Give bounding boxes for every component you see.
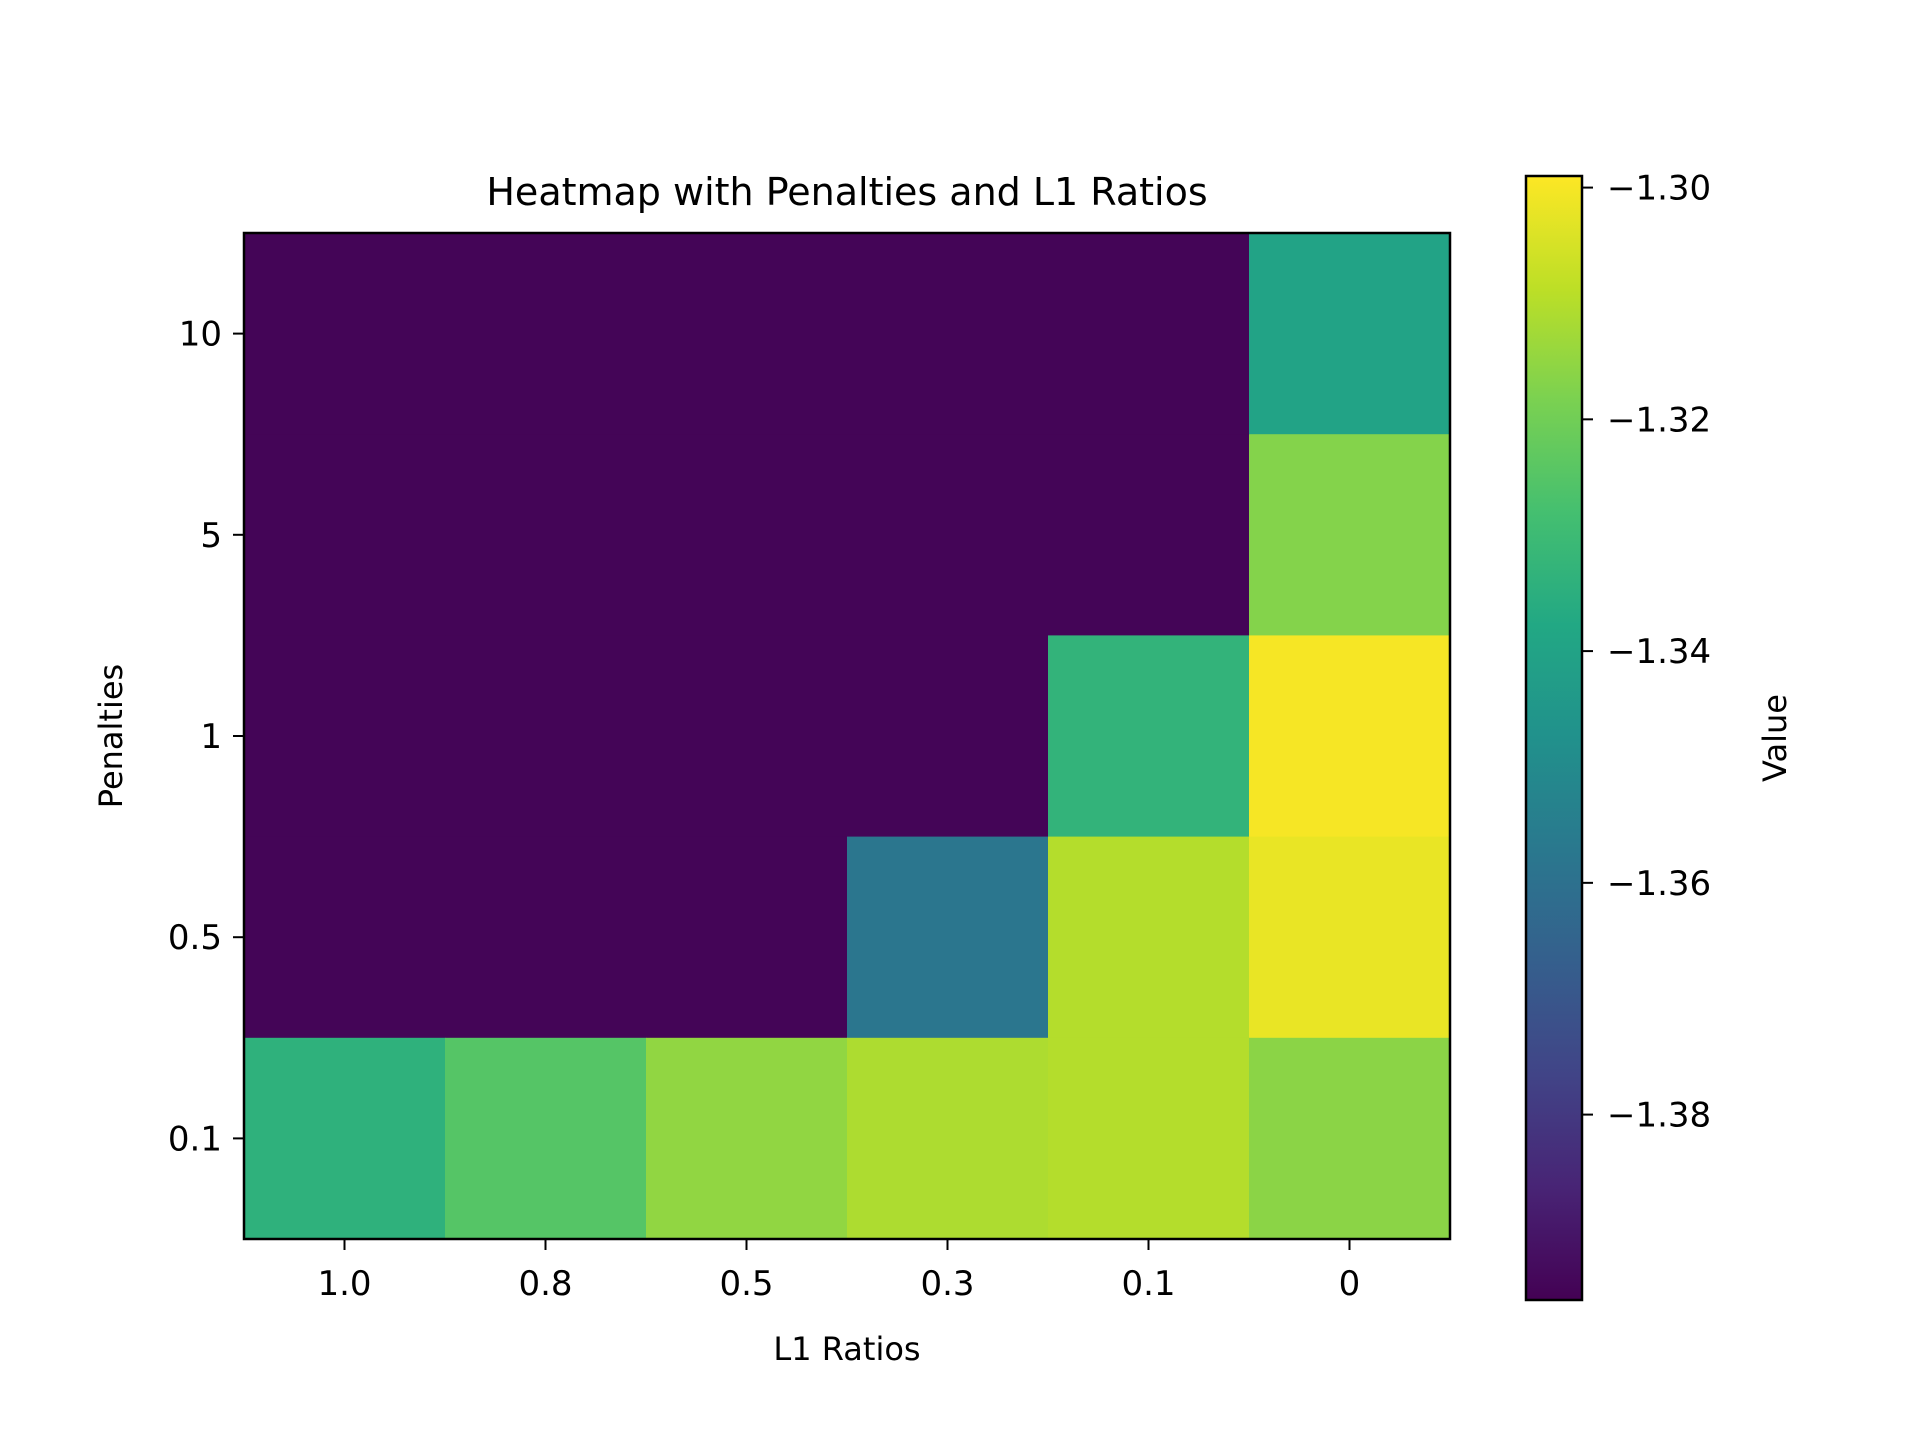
heatmap-cell <box>847 836 1049 1039</box>
heatmap-cell <box>244 1037 446 1240</box>
y-axis: 10 5 1 0.5 0.1 <box>168 315 244 1159</box>
x-axis: 1.0 0.8 0.5 0.3 0.1 0 <box>317 1239 1360 1304</box>
heatmap-cell <box>847 635 1049 838</box>
y-tick-label: 1 <box>200 717 222 757</box>
y-tick-label: 0.1 <box>168 1119 222 1159</box>
heatmap-cell <box>1249 233 1451 435</box>
heatmap-cell <box>646 233 848 435</box>
chart-title: Heatmap with Penalties and L1 Ratios <box>486 170 1207 214</box>
heatmap-cell <box>646 635 848 838</box>
heatmap-cell <box>1048 836 1250 1039</box>
heatmap-cell <box>646 1037 848 1240</box>
heatmap-cell <box>847 434 1049 636</box>
heatmap-cell <box>445 1037 647 1240</box>
heatmap-cell <box>445 836 647 1039</box>
heatmap-cell <box>1249 635 1451 838</box>
heatmap-cells <box>244 233 1451 1240</box>
colorbar-tick-label: −1.32 <box>1607 400 1711 440</box>
y-tick-label: 0.5 <box>168 918 222 958</box>
x-tick-label: 1.0 <box>317 1264 371 1304</box>
heatmap-cell <box>445 635 647 838</box>
x-tick-label: 0.8 <box>518 1264 572 1304</box>
heatmap-cell <box>1048 233 1250 435</box>
heatmap-cell <box>1249 434 1451 636</box>
colorbar-axis: −1.30 −1.32 −1.34 −1.36 −1.38 <box>1582 169 1711 1136</box>
x-tick-label: 0.5 <box>719 1264 773 1304</box>
y-tick-label: 5 <box>200 516 222 556</box>
colorbar-tick-label: −1.36 <box>1607 864 1711 904</box>
x-tick-label: 0.3 <box>920 1264 974 1304</box>
heatmap-cell <box>1048 434 1250 636</box>
heatmap-cell <box>244 836 446 1039</box>
heatmap-cell <box>847 233 1049 435</box>
colorbar-tick-label: −1.38 <box>1607 1096 1711 1136</box>
heatmap-cell <box>1048 635 1250 838</box>
x-tick-label: 0 <box>1339 1264 1361 1304</box>
heatmap-cell <box>1249 836 1451 1039</box>
heatmap-cell <box>847 1037 1049 1240</box>
heatmap-cell <box>1048 1037 1250 1240</box>
y-tick-label: 10 <box>179 315 222 355</box>
x-tick-label: 0.1 <box>1121 1264 1175 1304</box>
heatmap-cell <box>244 635 446 838</box>
x-axis-label: L1 Ratios <box>773 1330 920 1368</box>
heatmap-cell <box>244 434 446 636</box>
heatmap-cell <box>445 233 647 435</box>
y-axis-label: Penalties <box>92 664 130 808</box>
colorbar <box>1524 174 1584 1302</box>
heatmap-cell <box>244 233 446 435</box>
heatmap-cell <box>646 434 848 636</box>
heatmap-cell <box>1249 1037 1451 1240</box>
colorbar-tick-label: −1.34 <box>1607 632 1711 672</box>
colorbar-label: Value <box>1756 694 1794 782</box>
heatmap-cell <box>646 836 848 1039</box>
colorbar-tick-label: −1.30 <box>1607 169 1711 209</box>
heatmap-cell <box>445 434 647 636</box>
